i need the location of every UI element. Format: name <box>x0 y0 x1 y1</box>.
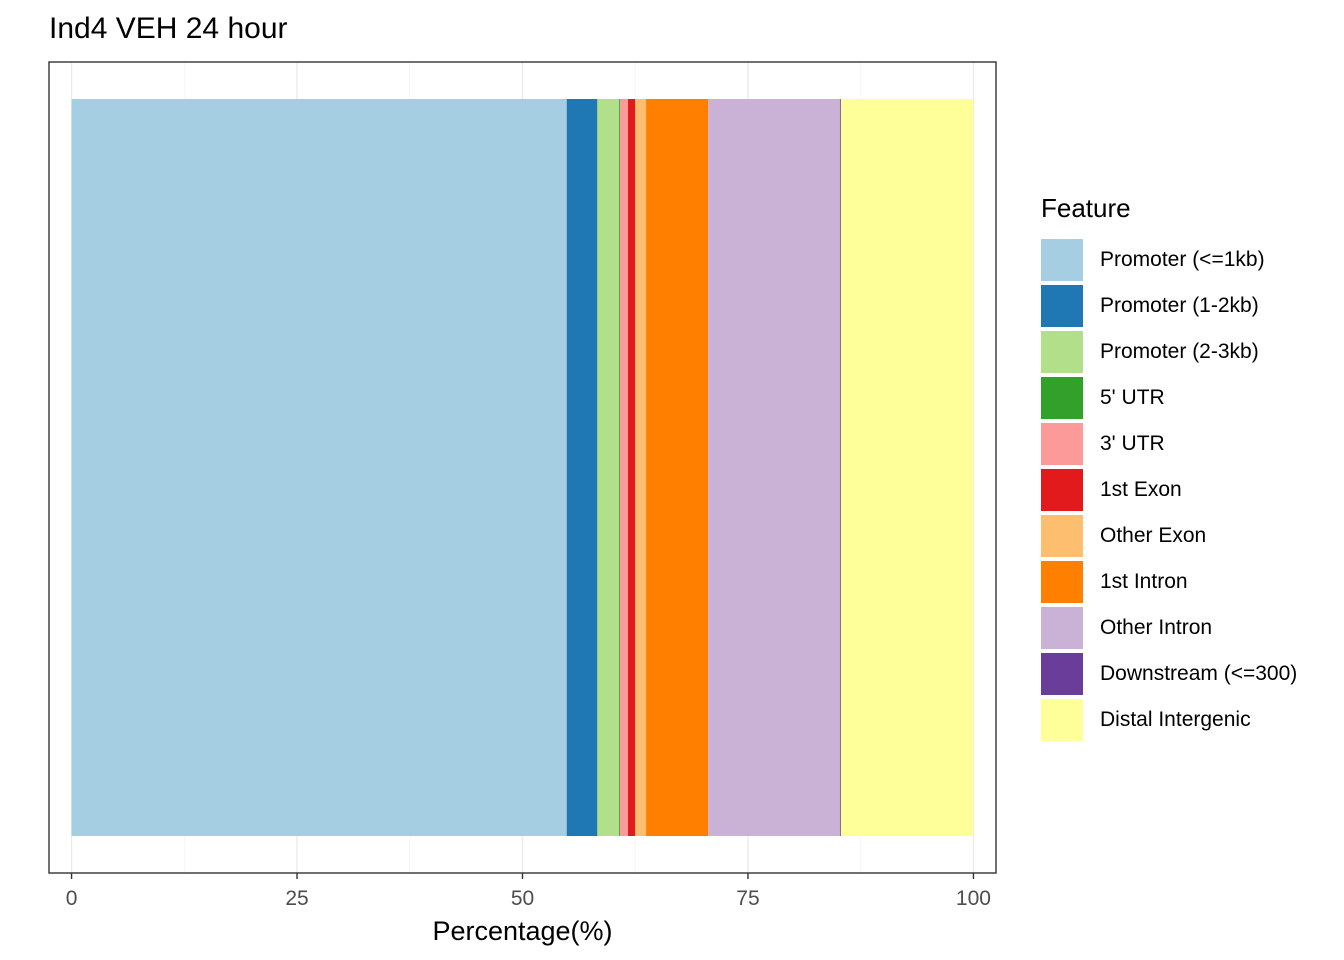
legend-title: Feature <box>1041 193 1131 223</box>
legend-item: Distal Intergenic <box>1041 697 1297 743</box>
legend-swatch <box>1041 469 1083 511</box>
legend-swatch <box>1041 331 1083 373</box>
bar-segment-4 <box>619 99 629 836</box>
legend-label: Promoter (<=1kb) <box>1100 248 1265 271</box>
bar-segment-10 <box>840 99 974 836</box>
legend-item: 1st Intron <box>1041 559 1297 605</box>
legend-swatch <box>1041 607 1083 649</box>
legend-item: Promoter (2-3kb) <box>1041 329 1297 375</box>
legend-items: Promoter (<=1kb) Promoter (1-2kb) Promoter… <box>1041 237 1297 743</box>
stacked-bar <box>71 99 974 836</box>
legend-swatch <box>1041 285 1083 327</box>
legend-item: Downstream (<=300) <box>1041 651 1297 697</box>
bar-segment-5 <box>628 99 636 836</box>
legend-swatch <box>1041 377 1083 419</box>
bar-segment-3 <box>619 99 620 836</box>
legend-item: Promoter (1-2kb) <box>1041 283 1297 329</box>
legend-item: 3' UTR <box>1041 421 1297 467</box>
legend-label: Promoter (1-2kb) <box>1100 294 1259 317</box>
legend-swatch <box>1041 423 1083 465</box>
x-tick-label: 50 <box>511 887 534 910</box>
legend-swatch <box>1041 561 1083 603</box>
legend-item: Other Exon <box>1041 513 1297 559</box>
legend-item: Other Intron <box>1041 605 1297 651</box>
legend-item: Promoter (<=1kb) <box>1041 237 1297 283</box>
x-axis: 0 25 50 75 100 <box>66 873 991 910</box>
legend-label: Other Exon <box>1100 524 1207 547</box>
bar-segment-9 <box>839 99 841 836</box>
chart-title: Ind4 VEH 24 hour <box>49 12 288 45</box>
bar-segment-6 <box>635 99 647 836</box>
x-tick-label: 100 <box>956 887 991 910</box>
x-tick-label: 0 <box>66 887 78 910</box>
bar-segment-0 <box>71 99 567 836</box>
legend-label: 1st Intron <box>1100 570 1188 593</box>
legend-label: Distal Intergenic <box>1100 708 1251 731</box>
bar-segment-8 <box>708 99 840 836</box>
legend-item: 1st Exon <box>1041 467 1297 513</box>
legend-item: 5' UTR <box>1041 375 1297 421</box>
legend-swatch <box>1041 515 1083 557</box>
legend: Feature Promoter (<=1kb) Promoter (1-2kb)… <box>1041 190 1297 743</box>
x-tick-label: 25 <box>285 887 308 910</box>
bar-segment-7 <box>646 99 709 836</box>
x-axis-label: Percentage(%) <box>432 916 612 946</box>
bar-segment-1 <box>566 99 598 836</box>
legend-swatch <box>1041 239 1083 281</box>
x-tick-label: 75 <box>736 887 759 910</box>
legend-label: Promoter (2-3kb) <box>1100 340 1259 363</box>
legend-label: 1st Exon <box>1100 478 1182 501</box>
bar-segment-2 <box>597 99 620 836</box>
legend-label: 5' UTR <box>1100 386 1165 409</box>
legend-swatch <box>1041 653 1083 695</box>
legend-label: Downstream (<=300) <box>1100 662 1298 685</box>
legend-label: Other Intron <box>1100 616 1213 639</box>
legend-label: 3' UTR <box>1100 432 1165 455</box>
legend-swatch <box>1041 699 1083 741</box>
